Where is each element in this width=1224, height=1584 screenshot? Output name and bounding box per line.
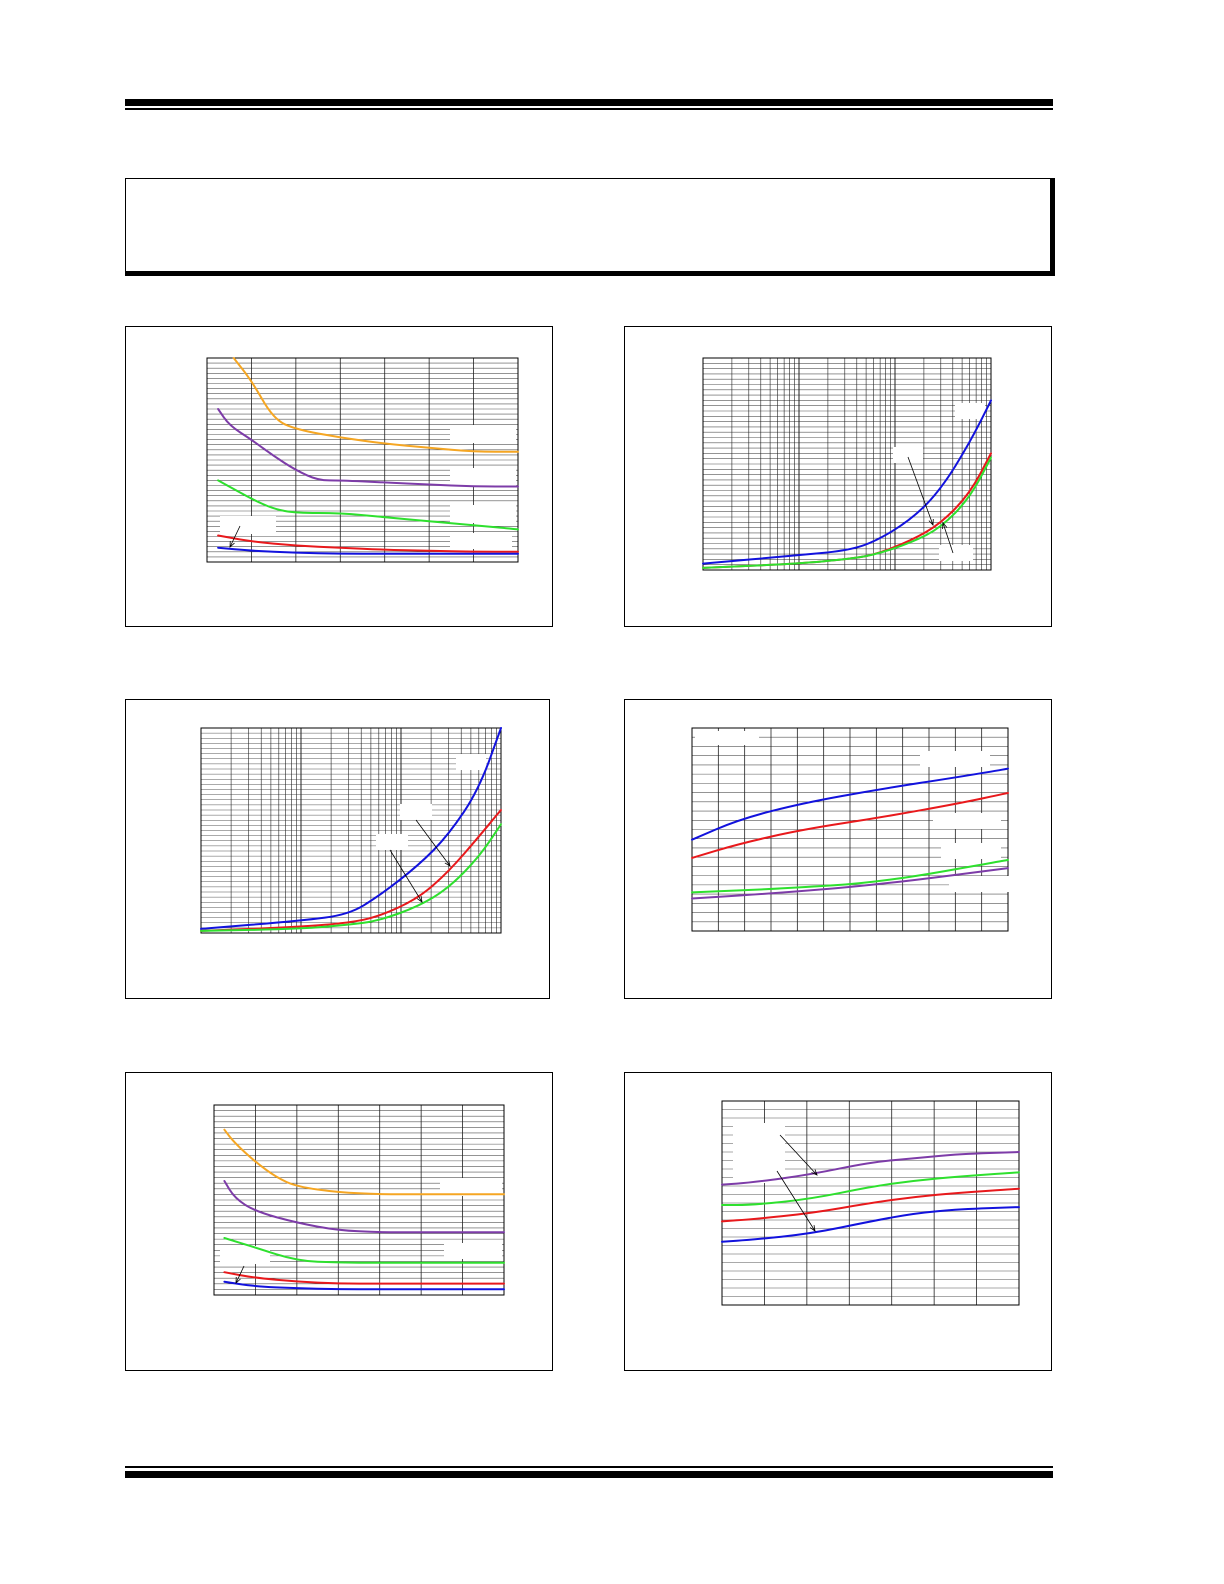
plot-frame — [200, 727, 502, 934]
chart-grid — [214, 1105, 504, 1295]
figure-panel-5 — [125, 1072, 553, 1371]
pointer-arrow — [942, 522, 954, 554]
series-label-box — [955, 403, 985, 419]
plot-frame — [702, 357, 992, 571]
header-rule-thin — [125, 108, 1053, 110]
series-label-box — [450, 468, 516, 486]
series-line-2 — [223, 1180, 505, 1234]
chart-4 — [691, 727, 1009, 932]
series-label-box — [220, 1246, 270, 1264]
pointer-arrowhead — [416, 896, 423, 903]
series-label-box — [941, 843, 1001, 859]
pointer-arrow — [229, 525, 241, 548]
pointer-arrowhead — [928, 518, 934, 526]
plot-frame — [691, 727, 1009, 932]
notice-text — [126, 179, 1050, 199]
chart-3 — [200, 727, 502, 934]
series-line-5 — [223, 1280, 505, 1291]
series-line-1 — [232, 357, 519, 453]
figure-panel-3 — [125, 699, 550, 999]
series-line-3 — [691, 858, 1009, 894]
plot-frame — [206, 357, 519, 563]
series-label-box — [376, 834, 408, 850]
series-label-box — [400, 804, 432, 820]
pointer-arrow — [907, 456, 934, 526]
pointer-arrowhead — [942, 522, 948, 530]
pointer-arrowhead — [809, 1225, 816, 1232]
series-line-2 — [217, 408, 519, 488]
series-line-4 — [217, 534, 519, 553]
figure-panel-6 — [624, 1072, 1052, 1371]
pointer-arrowhead — [235, 1276, 241, 1284]
series-label-box — [733, 1123, 785, 1183]
series-label-box — [939, 545, 973, 561]
figure-panel-4 — [624, 699, 1052, 999]
series-label-box — [949, 876, 1009, 892]
series-line-1 — [223, 1128, 505, 1196]
pointer-arrow — [389, 849, 423, 903]
series-line-1 — [691, 767, 1009, 841]
series-label-box — [450, 533, 512, 549]
chart-6 — [721, 1100, 1020, 1306]
figure-panel-2 — [624, 326, 1052, 627]
chart-grid — [703, 358, 991, 570]
series-line-1 — [702, 399, 993, 565]
chart-2 — [702, 357, 993, 571]
series-line-2 — [691, 791, 1009, 859]
series-label-box — [695, 731, 759, 745]
series-label-box — [444, 1243, 502, 1259]
series-line-3 — [217, 479, 519, 531]
chart-5 — [213, 1104, 505, 1296]
series-line-3 — [702, 456, 993, 569]
pointer-arrowhead — [811, 1169, 818, 1176]
chart-grid — [201, 728, 501, 933]
series-line-3 — [721, 1187, 1020, 1223]
plot-frame — [213, 1104, 505, 1296]
header-rule-thick — [125, 99, 1053, 106]
series-label-box — [450, 425, 516, 443]
series-label-box — [440, 1178, 502, 1196]
footer-rule-thick — [125, 1471, 1053, 1478]
series-label-box — [450, 505, 516, 523]
series-line-2 — [200, 808, 502, 932]
series-line-4 — [691, 867, 1009, 900]
series-line-4 — [223, 1271, 505, 1285]
series-line-1 — [721, 1151, 1020, 1186]
series-label-box — [920, 751, 990, 767]
pointer-arrow — [415, 819, 451, 867]
series-line-3 — [200, 823, 502, 932]
series-label-box — [893, 447, 923, 463]
series-line-5 — [217, 546, 519, 555]
pointer-arrow — [779, 1134, 818, 1176]
series-line-2 — [721, 1171, 1020, 1206]
series-line-4 — [721, 1206, 1020, 1243]
series-line-3 — [223, 1237, 505, 1264]
pointer-arrowhead — [229, 540, 235, 548]
figure-panel-1 — [125, 326, 553, 627]
notice-box — [125, 178, 1055, 276]
chart-1 — [206, 357, 519, 563]
pointer-arrowhead — [444, 860, 451, 867]
series-label-box — [456, 754, 486, 770]
series-label-box — [220, 516, 276, 534]
series-label-box — [933, 813, 1001, 829]
pointer-arrow — [776, 1170, 816, 1232]
plot-frame — [721, 1100, 1020, 1306]
series-line-1 — [200, 727, 502, 930]
footer-rule-thin — [125, 1466, 1053, 1468]
pointer-arrow — [235, 1265, 245, 1284]
